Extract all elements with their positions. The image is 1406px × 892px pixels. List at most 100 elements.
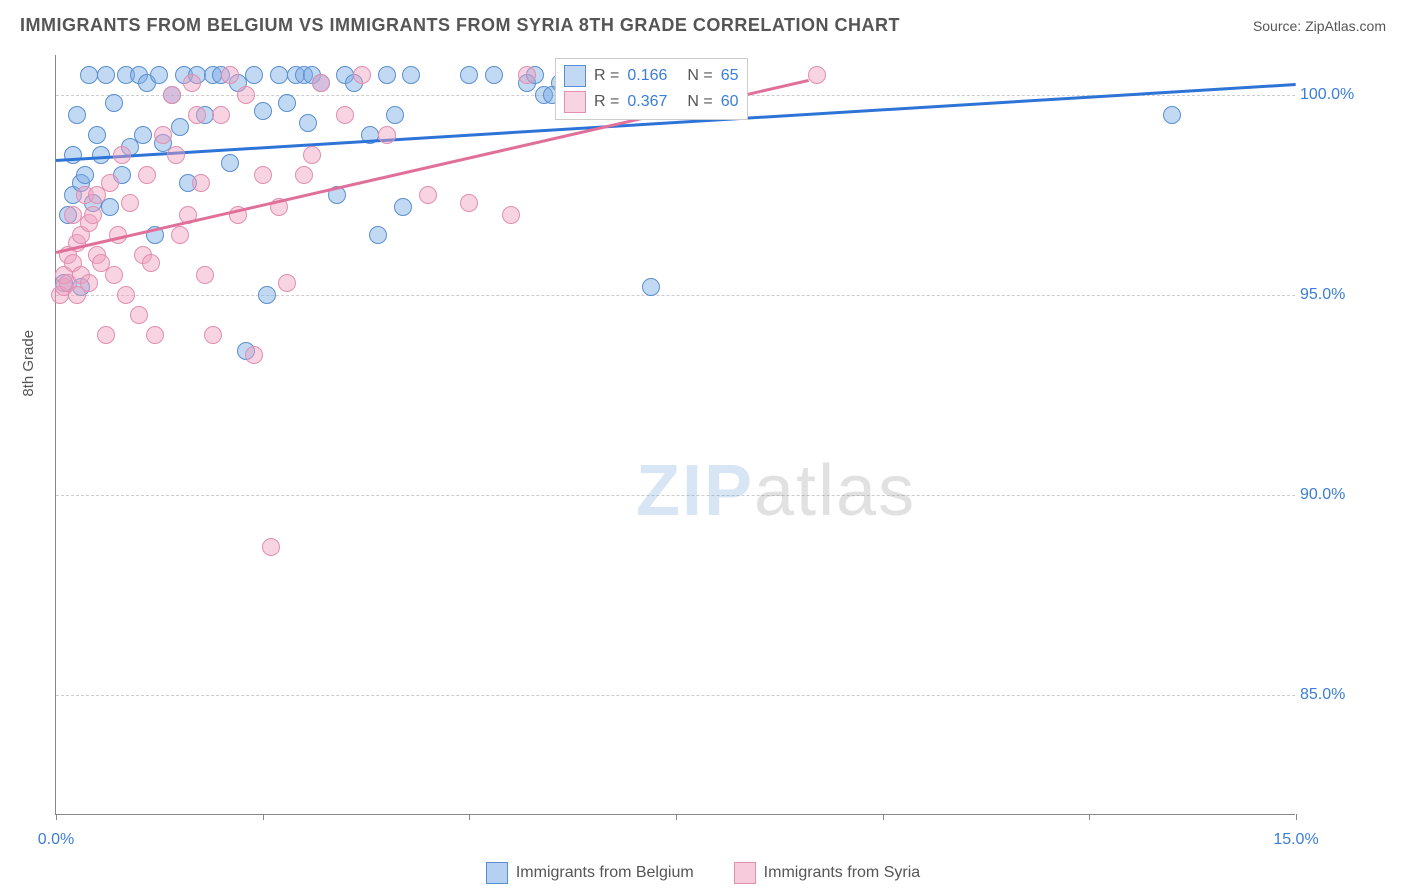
scatter-point bbox=[64, 146, 82, 164]
scatter-point bbox=[369, 226, 387, 244]
legend-n-label: N = bbox=[687, 67, 712, 85]
scatter-point bbox=[138, 166, 156, 184]
y-tick-label: 100.0% bbox=[1300, 86, 1370, 104]
scatter-point bbox=[336, 106, 354, 124]
legend-series-label: Immigrants from Syria bbox=[764, 864, 920, 882]
legend-bottom: Immigrants from Belgium Immigrants from S… bbox=[0, 862, 1406, 884]
legend-r-value: 0.166 bbox=[627, 67, 667, 85]
scatter-point bbox=[163, 86, 181, 104]
scatter-point bbox=[121, 194, 139, 212]
watermark: ZIPatlas bbox=[636, 450, 916, 532]
scatter-point bbox=[117, 286, 135, 304]
x-tick-label: 0.0% bbox=[38, 831, 74, 849]
scatter-point bbox=[88, 126, 106, 144]
scatter-point bbox=[237, 86, 255, 104]
x-tick-mark bbox=[469, 814, 470, 820]
legend-n-label: N = bbox=[687, 93, 712, 111]
scatter-point bbox=[295, 166, 313, 184]
x-tick-label: 15.0% bbox=[1273, 831, 1318, 849]
scatter-point bbox=[154, 126, 172, 144]
scatter-point bbox=[171, 118, 189, 136]
scatter-point bbox=[502, 206, 520, 224]
scatter-point bbox=[146, 326, 164, 344]
x-tick-mark bbox=[263, 814, 264, 820]
scatter-point bbox=[221, 154, 239, 172]
scatter-point bbox=[303, 146, 321, 164]
legend-bottom-item: Immigrants from Belgium bbox=[486, 862, 694, 884]
scatter-point bbox=[245, 346, 263, 364]
legend-series-label: Immigrants from Belgium bbox=[516, 864, 694, 882]
scatter-point bbox=[518, 66, 536, 84]
scatter-point bbox=[278, 94, 296, 112]
gridline-horizontal bbox=[56, 695, 1295, 696]
legend-r-label: R = bbox=[594, 67, 619, 85]
scatter-point bbox=[402, 66, 420, 84]
legend-swatch bbox=[564, 65, 586, 87]
scatter-point bbox=[113, 146, 131, 164]
scatter-point bbox=[353, 66, 371, 84]
scatter-point bbox=[270, 66, 288, 84]
scatter-point bbox=[394, 198, 412, 216]
scatter-point bbox=[171, 226, 189, 244]
scatter-point bbox=[150, 66, 168, 84]
source-label: Source: ZipAtlas.com bbox=[1253, 18, 1386, 34]
scatter-point bbox=[485, 66, 503, 84]
scatter-point bbox=[212, 106, 230, 124]
y-axis-label: 8th Grade bbox=[20, 330, 37, 397]
scatter-point bbox=[258, 286, 276, 304]
legend-r-label: R = bbox=[594, 93, 619, 111]
scatter-point bbox=[105, 94, 123, 112]
legend-correlation: R = 0.166 N = 65 R = 0.367 N = 60 bbox=[555, 58, 748, 120]
scatter-point bbox=[134, 126, 152, 144]
scatter-point bbox=[419, 186, 437, 204]
scatter-point bbox=[221, 66, 239, 84]
legend-correlation-row: R = 0.367 N = 60 bbox=[564, 89, 739, 115]
scatter-point bbox=[642, 278, 660, 296]
scatter-point bbox=[262, 538, 280, 556]
scatter-point bbox=[378, 66, 396, 84]
scatter-point bbox=[97, 326, 115, 344]
x-tick-mark bbox=[1089, 814, 1090, 820]
y-tick-label: 85.0% bbox=[1300, 686, 1370, 704]
scatter-point bbox=[460, 194, 478, 212]
legend-bottom-item: Immigrants from Syria bbox=[734, 862, 920, 884]
scatter-point bbox=[80, 66, 98, 84]
legend-swatch bbox=[486, 862, 508, 884]
legend-swatch bbox=[564, 91, 586, 113]
scatter-point bbox=[142, 254, 160, 272]
page-title: IMMIGRANTS FROM BELGIUM VS IMMIGRANTS FR… bbox=[20, 15, 900, 36]
scatter-point bbox=[378, 126, 396, 144]
gridline-horizontal bbox=[56, 295, 1295, 296]
scatter-point bbox=[130, 306, 148, 324]
scatter-point bbox=[254, 102, 272, 120]
scatter-point bbox=[101, 174, 119, 192]
scatter-point bbox=[167, 146, 185, 164]
scatter-point bbox=[1163, 106, 1181, 124]
scatter-point bbox=[183, 74, 201, 92]
scatter-point bbox=[84, 206, 102, 224]
scatter-point bbox=[312, 74, 330, 92]
scatter-point bbox=[76, 166, 94, 184]
scatter-point bbox=[196, 266, 214, 284]
scatter-point bbox=[97, 66, 115, 84]
scatter-point bbox=[460, 66, 478, 84]
x-tick-mark bbox=[1296, 814, 1297, 820]
x-tick-mark bbox=[56, 814, 57, 820]
legend-r-value: 0.367 bbox=[627, 93, 667, 111]
scatter-point bbox=[192, 174, 210, 192]
legend-swatch bbox=[734, 862, 756, 884]
legend-n-value: 65 bbox=[721, 67, 739, 85]
y-tick-label: 95.0% bbox=[1300, 286, 1370, 304]
legend-correlation-row: R = 0.166 N = 65 bbox=[564, 63, 739, 89]
scatter-point bbox=[254, 166, 272, 184]
x-tick-mark bbox=[676, 814, 677, 820]
scatter-point bbox=[808, 66, 826, 84]
scatter-point bbox=[386, 106, 404, 124]
y-tick-label: 90.0% bbox=[1300, 486, 1370, 504]
gridline-horizontal bbox=[56, 495, 1295, 496]
x-tick-mark bbox=[883, 814, 884, 820]
legend-n-value: 60 bbox=[721, 93, 739, 111]
scatter-point bbox=[245, 66, 263, 84]
scatter-point bbox=[68, 106, 86, 124]
chart-plot-area: 85.0%90.0%95.0%100.0%0.0%15.0%ZIPatlas bbox=[55, 55, 1295, 815]
